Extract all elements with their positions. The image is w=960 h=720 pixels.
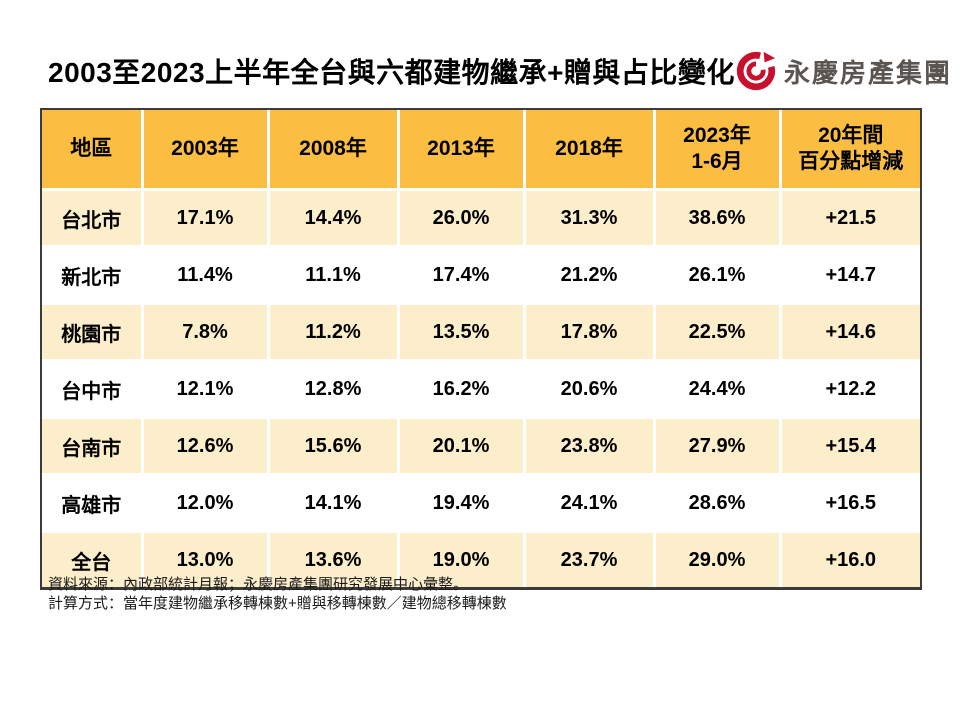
table-row-taipei: 台北市 17.1% 14.4% 26.0% 31.3% 38.6% +21.5 [42, 189, 920, 248]
cell-region: 桃園市 [42, 303, 144, 362]
table-row-kaohsiung: 高雄市 12.0% 14.1% 19.4% 24.1% 28.6% +16.5 [42, 474, 920, 533]
cell-value: 13.6% [268, 531, 400, 587]
col-header-2018: 2018年 [524, 110, 656, 191]
page-header: 2003至2023上半年全台與六都建物繼承+贈與占比變化 永慶房產集團 [48, 44, 950, 98]
cell-value: 16.2% [398, 360, 526, 419]
col-header-change: 20年間 百分點增減 [780, 110, 920, 191]
cell-value: 27.9% [654, 417, 782, 476]
cell-value: 11.1% [268, 246, 400, 305]
cell-value: 11.2% [268, 303, 400, 362]
cell-change: +14.7 [780, 246, 920, 305]
cell-region: 台中市 [42, 360, 144, 419]
table-row-taoyuan: 桃園市 7.8% 11.2% 13.5% 17.8% 22.5% +14.6 [42, 303, 920, 362]
cell-value: 14.4% [268, 189, 400, 248]
cell-region: 高雄市 [42, 474, 144, 533]
brand-logo-text: 永慶房產集團 [783, 57, 952, 88]
table-row-taiwan-total: 全台 13.0% 13.6% 19.0% 23.7% 29.0% +16.0 [42, 531, 920, 587]
page-title: 2003至2023上半年全台與六都建物繼承+贈與占比變化 [48, 57, 735, 88]
col-header-2008: 2008年 [268, 110, 400, 191]
table-header-row: 地區 2003年 2008年 2013年 2018年 2023年 1-6月 20… [42, 110, 920, 191]
cell-value: 24.1% [524, 474, 656, 533]
cell-value: 13.0% [142, 531, 270, 587]
cell-value: 26.0% [398, 189, 526, 248]
cell-value: 26.1% [654, 246, 782, 305]
cell-value: 22.5% [654, 303, 782, 362]
cell-value: 21.2% [524, 246, 656, 305]
brand-logo: 永慶房產集團 [735, 50, 952, 92]
cell-region: 新北市 [42, 246, 144, 305]
cell-value: 12.6% [142, 417, 270, 476]
cell-value: 19.4% [398, 474, 526, 533]
cell-change: +21.5 [780, 189, 920, 248]
col-header-2003: 2003年 [142, 110, 270, 191]
cell-value: 14.1% [268, 474, 400, 533]
cell-value: 24.4% [654, 360, 782, 419]
cell-region: 台南市 [42, 417, 144, 476]
cell-change: +14.6 [780, 303, 920, 362]
brand-logo-icon [735, 50, 777, 92]
table-row-taichung: 台中市 12.1% 12.8% 16.2% 20.6% 24.4% +12.2 [42, 360, 920, 419]
cell-value: 17.8% [524, 303, 656, 362]
cell-value: 19.0% [398, 531, 526, 587]
cell-value: 12.0% [142, 474, 270, 533]
col-header-2013: 2013年 [398, 110, 526, 191]
cell-value: 23.8% [524, 417, 656, 476]
cell-region: 台北市 [42, 189, 144, 248]
cell-value: 38.6% [654, 189, 782, 248]
cell-value: 20.6% [524, 360, 656, 419]
cell-value: 29.0% [654, 531, 782, 587]
cell-value: 31.3% [524, 189, 656, 248]
col-header-2023h1: 2023年 1-6月 [654, 110, 782, 191]
table-row-tainan: 台南市 12.6% 15.6% 20.1% 23.8% 27.9% +15.4 [42, 417, 920, 476]
cell-change: +16.5 [780, 474, 920, 533]
cell-value: 17.1% [142, 189, 270, 248]
cell-value: 15.6% [268, 417, 400, 476]
cell-value: 13.5% [398, 303, 526, 362]
cell-value: 12.1% [142, 360, 270, 419]
footnotes: 資料來源：內政部統計月報；永慶房產集團研究發展中心彙整。 計算方式：當年度建物繼… [48, 575, 507, 613]
cell-value: 11.4% [142, 246, 270, 305]
cell-change: +15.4 [780, 417, 920, 476]
col-header-region: 地區 [42, 110, 144, 191]
table-row-newtaipei: 新北市 11.4% 11.1% 17.4% 21.2% 26.1% +14.7 [42, 246, 920, 305]
data-table: 地區 2003年 2008年 2013年 2018年 2023年 1-6月 20… [40, 108, 922, 590]
cell-region: 全台 [42, 531, 144, 587]
footnote-method: 計算方式：當年度建物繼承移轉棟數+贈與移轉棟數／建物總移轉棟數 [48, 595, 507, 613]
cell-change: +16.0 [780, 531, 920, 587]
cell-value: 20.1% [398, 417, 526, 476]
cell-value: 12.8% [268, 360, 400, 419]
footnote-source: 資料來源：內政部統計月報；永慶房產集團研究發展中心彙整。 [48, 576, 469, 593]
cell-change: +12.2 [780, 360, 920, 419]
cell-value: 17.4% [398, 246, 526, 305]
cell-value: 28.6% [654, 474, 782, 533]
cell-value: 7.8% [142, 303, 270, 362]
cell-value: 23.7% [524, 531, 656, 587]
